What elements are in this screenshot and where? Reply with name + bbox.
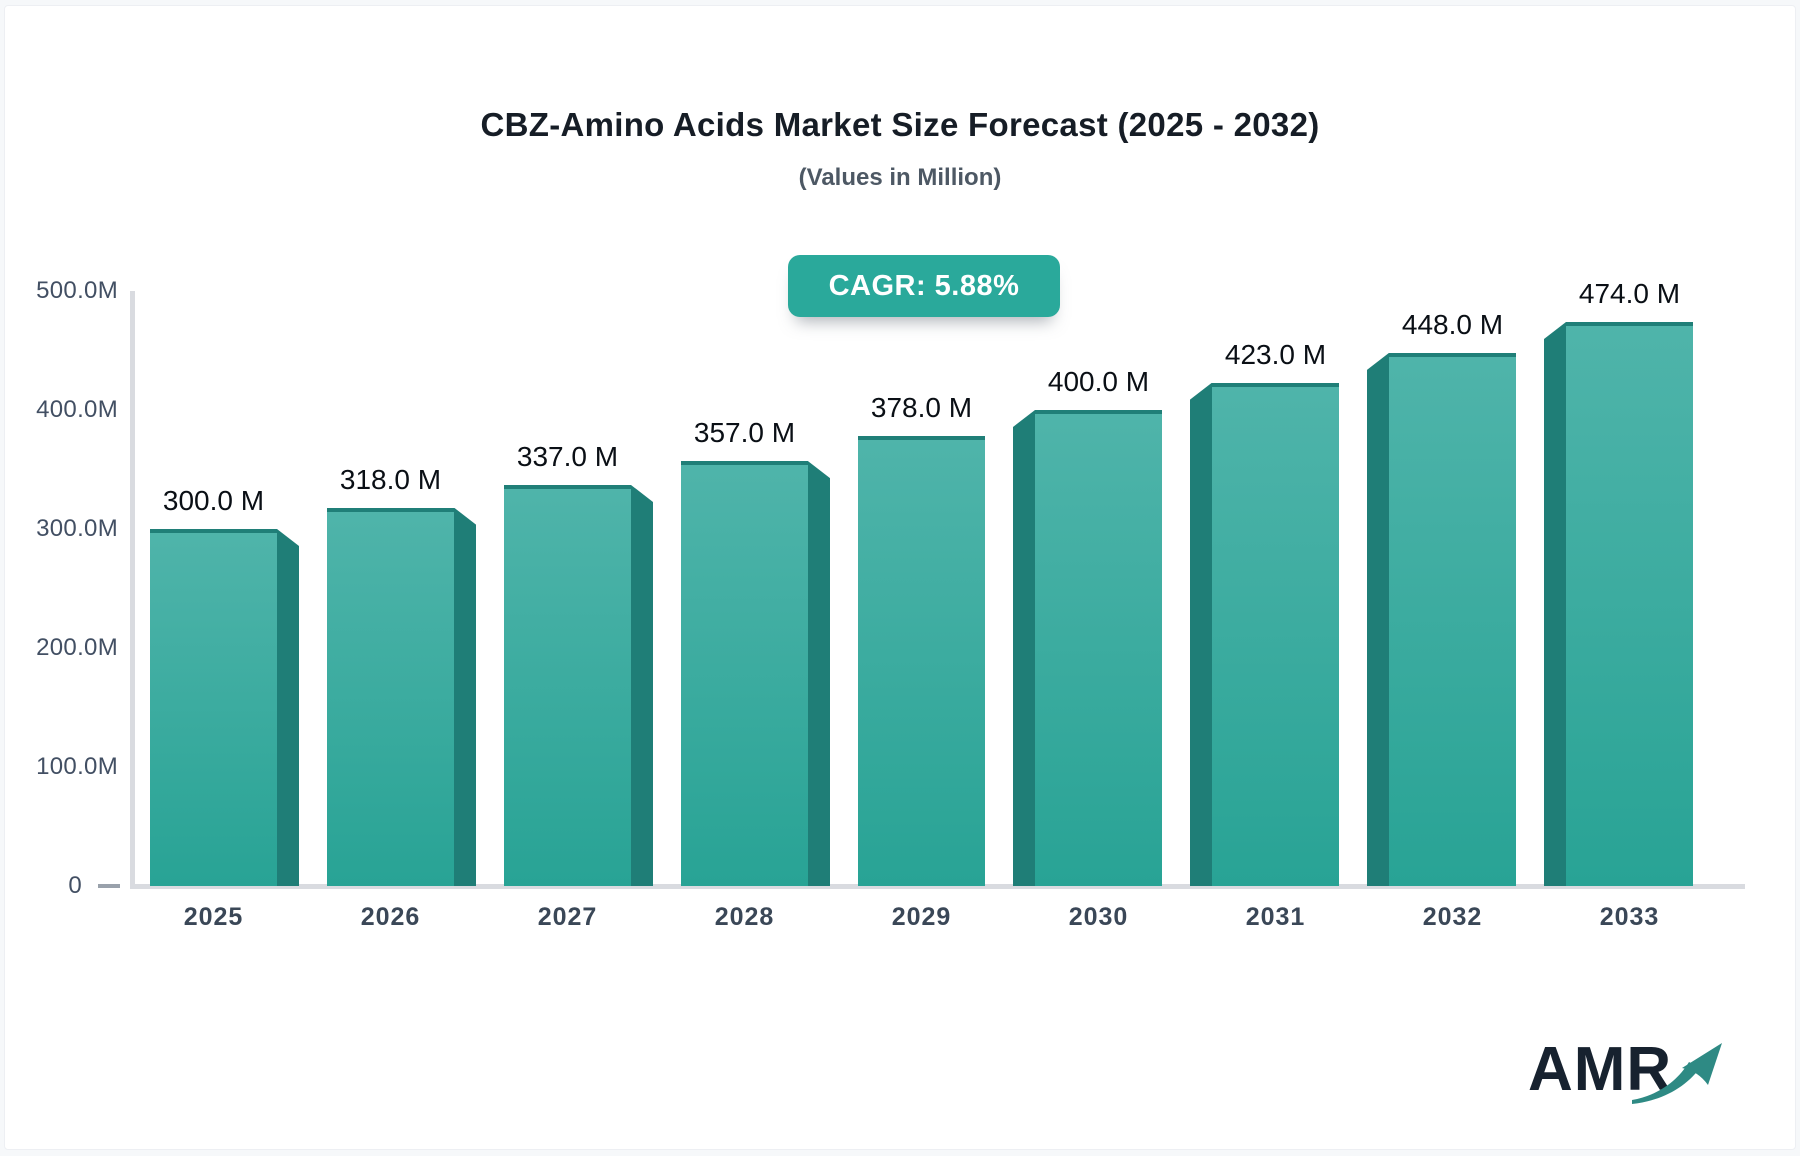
bar — [681, 461, 808, 886]
x-axis-category-label: 2033 — [1599, 903, 1660, 931]
y-axis-tick-label: 200.0M — [36, 634, 118, 661]
y-axis-tick-label: 500.0M — [36, 277, 118, 304]
bar — [504, 484, 631, 886]
x-axis-category-label: 2031 — [1245, 903, 1306, 931]
chart-title: CBZ-Amino Acids Market Size Forecast (20… — [480, 106, 1320, 143]
x-axis-line — [130, 884, 1745, 889]
x-axis-category-label: 2029 — [891, 903, 952, 931]
bar — [858, 436, 985, 886]
bar — [327, 507, 454, 886]
bar-side-face — [1367, 352, 1389, 886]
bar-side-face — [808, 461, 830, 886]
y-axis-tick-label: 300.0M — [36, 515, 118, 542]
bar-value-label: 337.0 M — [516, 440, 619, 472]
x-axis-category-label: 2027 — [537, 903, 598, 931]
growth-arrow-icon — [1632, 1043, 1722, 1104]
y-axis-tick-label: 100.0M — [36, 753, 118, 780]
x-axis-category-label: 2028 — [714, 903, 775, 931]
x-axis-category-label: 2030 — [1068, 903, 1129, 931]
bar-value-label: 448.0 M — [1401, 308, 1504, 340]
bar — [1212, 382, 1339, 886]
y-axis-line — [130, 291, 135, 889]
bar-value-label: 357.0 M — [693, 417, 796, 449]
amr-logo-text: AMR — [1528, 1035, 1673, 1104]
x-axis-category-label: 2025 — [183, 903, 244, 931]
bar-value-label: 378.0 M — [870, 392, 973, 424]
amr-logo: AMR — [1528, 1034, 1738, 1114]
bar-value-label: 318.0 M — [339, 463, 442, 495]
bar-side-face — [631, 484, 653, 886]
x-axis-category-label: 2026 — [360, 903, 421, 931]
bar-side-face — [1190, 382, 1212, 886]
bar-value-label: 400.0 M — [1047, 366, 1150, 397]
bar-value-label: 474.0 M — [1578, 277, 1681, 309]
bar — [1566, 321, 1693, 886]
bar-side-face — [454, 507, 476, 886]
y-axis-tick-label: 400.0M — [36, 396, 118, 423]
chart-subtitle: (Values in Million) — [798, 164, 1002, 191]
bar — [1035, 410, 1162, 886]
x-axis-category-label: 2032 — [1422, 903, 1483, 931]
cagr-badge: CAGR: 5.88% — [788, 255, 1060, 317]
bar-value-label: 423.0 M — [1224, 338, 1327, 370]
y-axis-tick-label: 0 — [68, 872, 82, 899]
bar-side-face — [1013, 410, 1035, 886]
bar — [150, 529, 277, 886]
bar-side-face — [1544, 321, 1566, 886]
bar-side-face — [277, 529, 299, 886]
bar — [1389, 352, 1516, 886]
zero-tick-mark — [98, 884, 120, 888]
bar-value-label: 300.0 M — [162, 485, 265, 516]
